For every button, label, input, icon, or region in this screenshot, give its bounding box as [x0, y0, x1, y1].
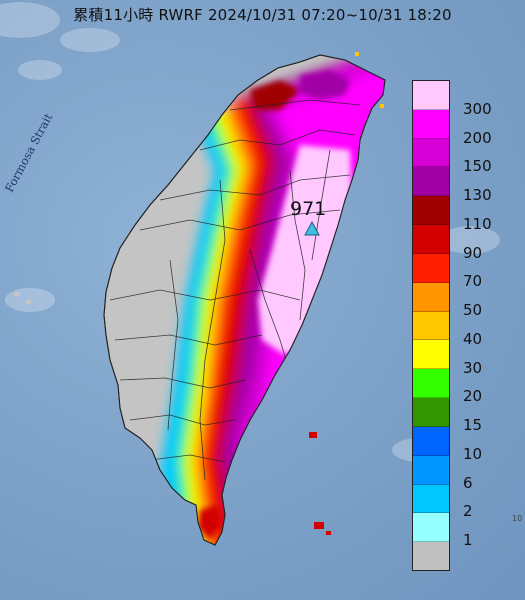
- legend-swatch: [413, 282, 449, 312]
- legend-swatch: [413, 513, 449, 543]
- max-station-triangle-icon: [304, 220, 320, 236]
- rainfall-field: [160, 55, 385, 545]
- legend-swatch: [413, 484, 449, 514]
- legend-swatch: [413, 81, 449, 110]
- legend-swatch: [413, 196, 449, 226]
- legend-swatch: [413, 225, 449, 254]
- legend-label: 10: [463, 444, 483, 463]
- legend-label: 40: [463, 329, 483, 348]
- outlying-islands: [14, 52, 384, 535]
- legend-label: 20: [463, 387, 483, 406]
- legend-swatch: [413, 109, 449, 139]
- legend-label: 70: [463, 272, 483, 291]
- legend-label: 50: [463, 301, 483, 320]
- legend-label: 130: [463, 186, 492, 205]
- legend-label: 2: [463, 502, 473, 521]
- legend-labels: 300 200 150 130 110 90 70 50 40 30 20 15 10 6 2 1: [463, 80, 523, 569]
- legend-swatch: [413, 369, 449, 399]
- legend-label: 1: [463, 531, 473, 550]
- legend-swatch: [413, 542, 449, 571]
- max-station-value: 971: [290, 198, 327, 220]
- legend-swatch: [413, 253, 449, 283]
- legend-label: 30: [463, 358, 483, 377]
- legend-label: 150: [463, 157, 492, 176]
- legend-label: 300: [463, 99, 492, 118]
- legend-label: 15: [463, 416, 483, 435]
- legend-label: 200: [463, 128, 492, 147]
- legend-swatch: [413, 426, 449, 456]
- corner-mark: 10: [512, 514, 523, 523]
- admin-boundaries: [109, 99, 361, 481]
- legend-swatch: [413, 311, 449, 341]
- legend-swatch: [413, 167, 449, 197]
- map-title: 累積11小時 RWRF 2024/10/31 07:20~10/31 18:20: [73, 6, 452, 24]
- legend-swatch: [413, 340, 449, 370]
- legend-swatch: [413, 455, 449, 485]
- legend-swatch: [413, 138, 449, 168]
- legend-label: 110: [463, 214, 492, 233]
- legend-color-bar: [412, 80, 450, 571]
- legend-label: 90: [463, 243, 483, 262]
- legend-label: 6: [463, 473, 473, 492]
- legend-swatch: [413, 398, 449, 427]
